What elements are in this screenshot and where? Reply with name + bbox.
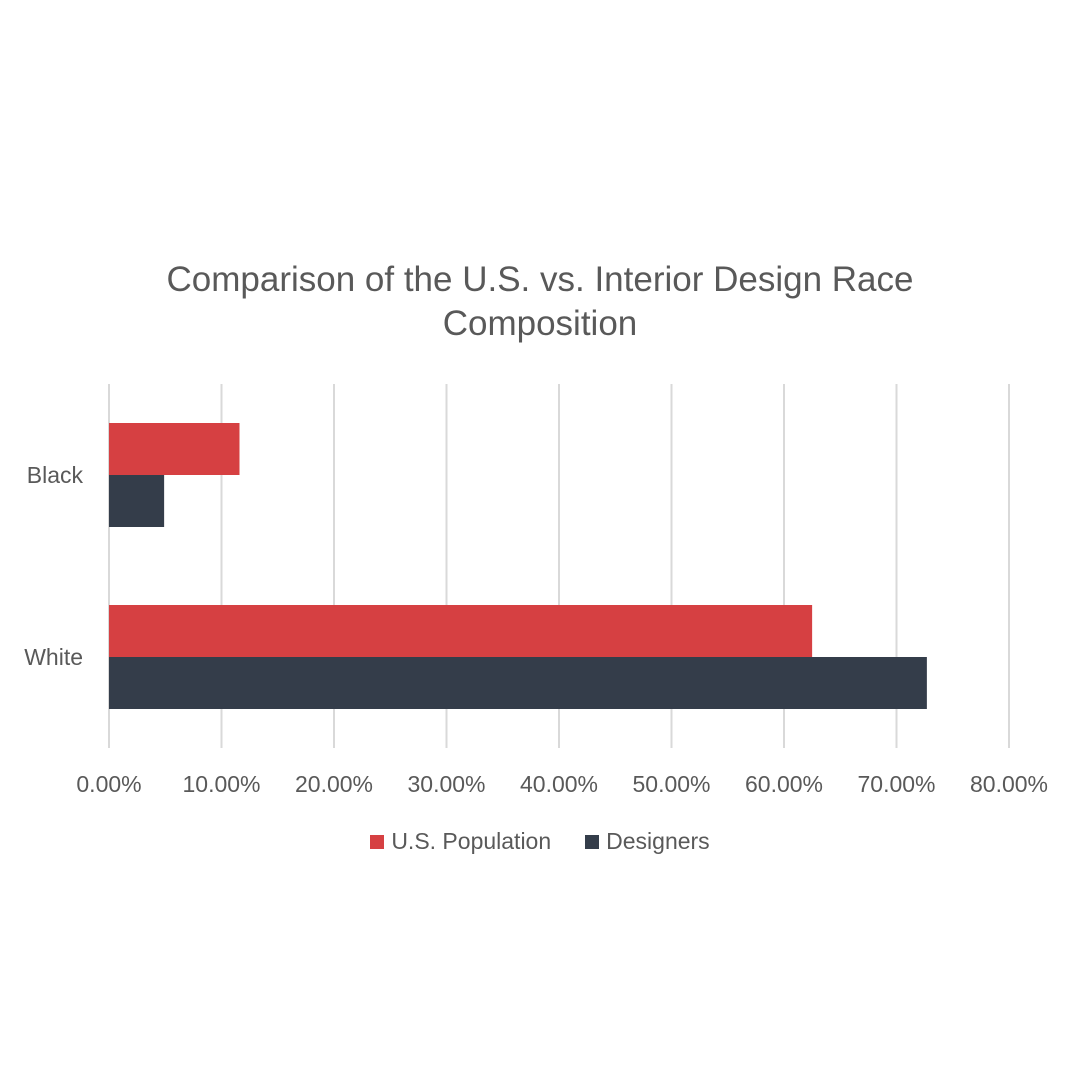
legend-label-us-population: U.S. Population (391, 828, 552, 854)
legend-swatch-designers (585, 834, 600, 849)
y-category-label-white: White (24, 644, 83, 670)
bar-white-u-s-population (109, 605, 813, 657)
x-tick-label-1: 10.00% (182, 771, 260, 797)
x-tick-label-5: 50.00% (632, 771, 710, 797)
legend-item-us-population: U.S. Population (370, 828, 551, 855)
chart-title-line-2: Composition (442, 304, 638, 343)
x-tick-label-8: 80.00% (970, 771, 1048, 797)
x-tick-label-3: 30.00% (407, 771, 485, 797)
legend-item-designers: Designers (585, 828, 710, 855)
bar-white-designers (109, 657, 927, 709)
y-category-label-black: Black (27, 462, 84, 488)
bar-black-designers (109, 475, 165, 527)
bar-black-u-s-population (109, 423, 240, 475)
x-tick-label-0: 0.00% (76, 771, 141, 797)
legend-swatch-us-population (370, 834, 385, 849)
legend: U.S. Population Designers (0, 828, 1080, 855)
x-tick-label-7: 70.00% (857, 771, 935, 797)
chart-title: Comparison of the U.S. vs. Interior Desi… (90, 258, 990, 346)
chart-title-line-1: Comparison of the U.S. vs. Interior Desi… (166, 260, 914, 299)
x-tick-label-4: 40.00% (520, 771, 598, 797)
x-tick-label-6: 60.00% (745, 771, 823, 797)
x-tick-label-2: 20.00% (295, 771, 373, 797)
legend-label-designers: Designers (606, 828, 710, 854)
